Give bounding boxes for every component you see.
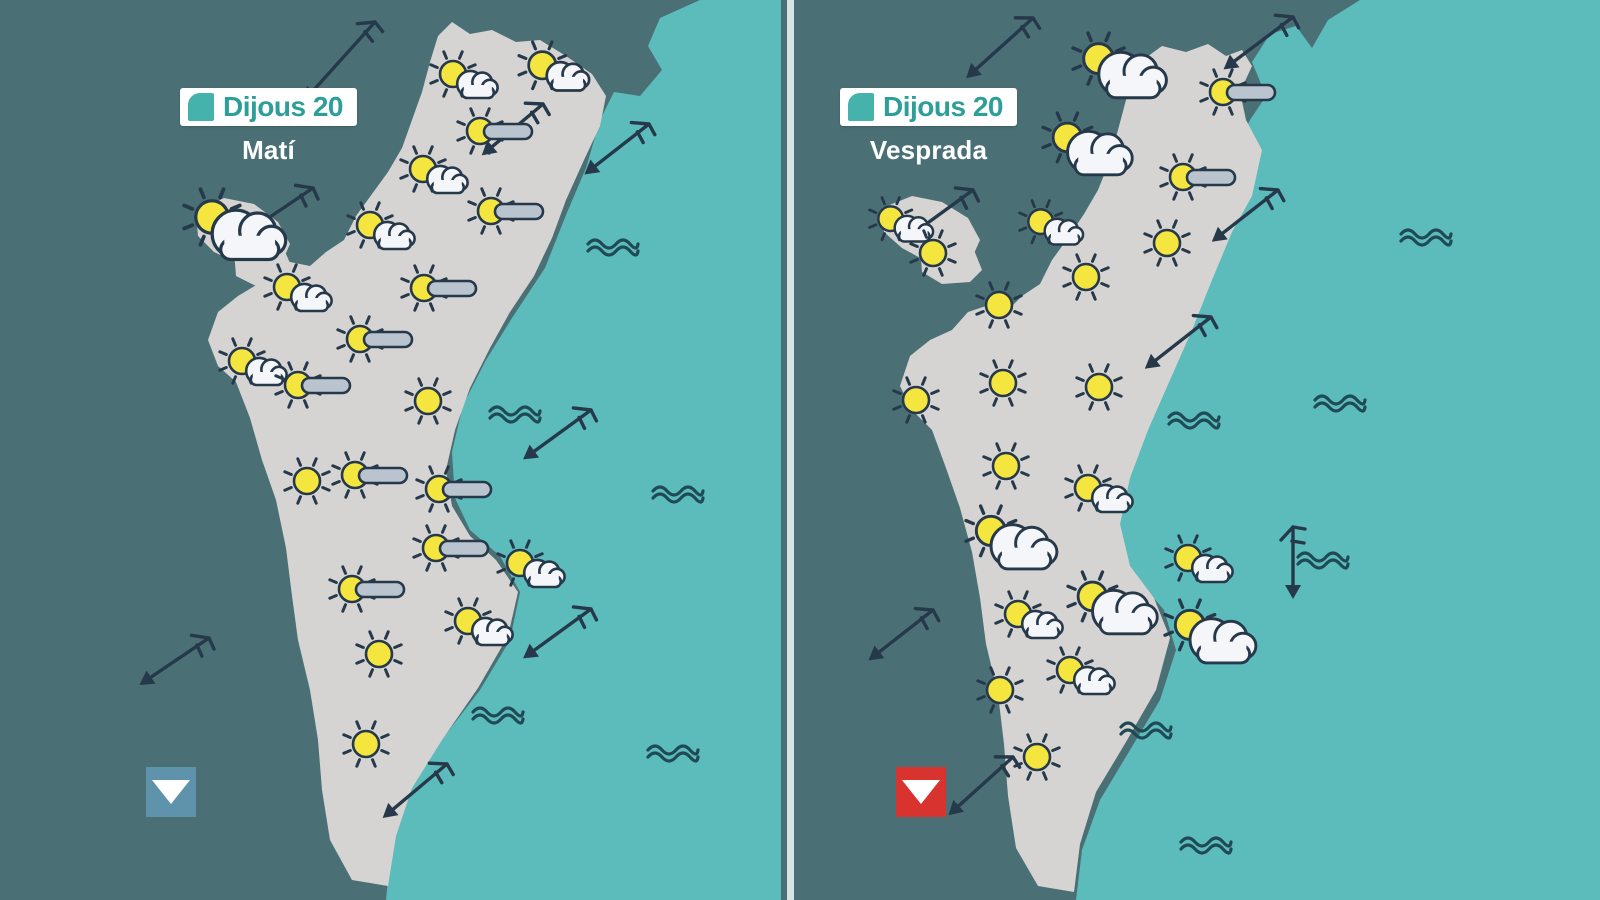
temperature-down-badge-red[interactable] bbox=[896, 767, 946, 817]
wind-barb-arrow-icon bbox=[1223, 5, 1316, 116]
clear-sun-icon[interactable] bbox=[975, 355, 1031, 411]
sun-behind-small-cloud-icon[interactable] bbox=[866, 194, 935, 249]
wind-barb-arrow-icon bbox=[523, 597, 614, 705]
sun-with-haze-bar-icon[interactable] bbox=[272, 357, 358, 413]
panel-header-afternoon: Dijous 20 Vesprada bbox=[840, 88, 1017, 166]
sea-wave-icon bbox=[1295, 545, 1351, 570]
sun-behind-large-cloud-icon[interactable] bbox=[182, 187, 290, 267]
down-triangle-icon bbox=[902, 780, 940, 804]
sea-wave-icon bbox=[470, 700, 526, 725]
clear-sun-icon[interactable] bbox=[978, 438, 1034, 494]
clear-sun-icon[interactable] bbox=[1009, 729, 1065, 785]
clear-sun-icon[interactable] bbox=[1071, 359, 1127, 415]
sun-behind-large-cloud-icon[interactable] bbox=[964, 504, 1060, 576]
land-shape bbox=[208, 22, 606, 886]
day-badge: Dijous 20 bbox=[840, 88, 1017, 126]
clear-sun-icon[interactable] bbox=[905, 225, 961, 281]
sun-with-haze-bar-icon[interactable] bbox=[1157, 149, 1243, 205]
day-label: Dijous 20 bbox=[223, 91, 343, 122]
panel-morning: Dijous 20 Matí bbox=[0, 0, 781, 900]
sun-behind-small-cloud-icon[interactable] bbox=[515, 38, 591, 99]
sun-behind-large-cloud-icon[interactable] bbox=[1163, 598, 1259, 670]
sun-behind-small-cloud-icon[interactable] bbox=[1062, 462, 1134, 520]
sun-behind-large-cloud-icon[interactable] bbox=[1066, 570, 1161, 640]
sun-with-haze-bar-icon[interactable] bbox=[1197, 64, 1283, 120]
sun-behind-small-cloud-icon[interactable] bbox=[1016, 197, 1085, 252]
clear-sun-icon[interactable] bbox=[888, 372, 944, 428]
day-label: Dijous 20 bbox=[883, 91, 1003, 122]
wind-barb-arrow-icon bbox=[966, 6, 1056, 120]
sea-wave-icon bbox=[585, 232, 641, 257]
sun-with-haze-bar-icon[interactable] bbox=[410, 520, 496, 576]
day-badge: Dijous 20 bbox=[180, 88, 357, 126]
wind-barb-arrow-icon bbox=[139, 626, 232, 734]
sea-wave-icon bbox=[645, 738, 701, 763]
sun-behind-small-cloud-icon[interactable] bbox=[1162, 532, 1234, 590]
sun-with-haze-bar-icon[interactable] bbox=[329, 447, 415, 503]
sea-wave-icon bbox=[1178, 830, 1234, 855]
clear-sun-icon[interactable] bbox=[971, 277, 1027, 333]
quarter-disc-logo-icon bbox=[848, 93, 874, 121]
clear-sun-icon[interactable] bbox=[279, 453, 335, 509]
sun-with-haze-bar-icon[interactable] bbox=[413, 461, 499, 517]
sun-behind-small-cloud-icon[interactable] bbox=[261, 261, 333, 319]
wind-barb-arrow-icon bbox=[584, 112, 672, 218]
clear-sun-icon[interactable] bbox=[338, 716, 394, 772]
panel-afternoon: Dijous 20 Vesprada bbox=[800, 0, 1600, 900]
sun-with-haze-bar-icon[interactable] bbox=[326, 561, 412, 617]
down-triangle-icon bbox=[152, 780, 190, 804]
quarter-disc-logo-icon bbox=[188, 93, 214, 121]
clear-sun-icon[interactable] bbox=[972, 662, 1028, 718]
map-morning bbox=[0, 0, 781, 900]
sun-behind-small-cloud-icon[interactable] bbox=[442, 595, 514, 653]
sea-wave-icon bbox=[1312, 388, 1368, 413]
sun-behind-small-cloud-icon[interactable] bbox=[397, 143, 469, 201]
sun-with-haze-bar-icon[interactable] bbox=[454, 103, 540, 159]
sea-wave-icon bbox=[650, 479, 706, 504]
wind-barb-arrow-icon bbox=[1211, 178, 1301, 286]
sun-with-haze-bar-icon[interactable] bbox=[465, 183, 551, 239]
wind-barb-arrow-icon bbox=[523, 398, 614, 506]
wind-barb-arrow-icon bbox=[1144, 305, 1234, 413]
sea-wave-icon bbox=[1166, 405, 1222, 430]
clear-sun-icon[interactable] bbox=[400, 373, 456, 429]
temperature-down-badge-blue[interactable] bbox=[146, 767, 196, 817]
clear-sun-icon[interactable] bbox=[351, 626, 407, 682]
sun-behind-small-cloud-icon[interactable] bbox=[494, 537, 566, 595]
wind-barb-arrow-icon bbox=[382, 752, 470, 860]
period-label: Matí bbox=[242, 135, 295, 165]
sea-shape bbox=[386, 0, 781, 900]
sea-shape bbox=[1076, 0, 1600, 900]
clear-sun-icon[interactable] bbox=[1058, 249, 1114, 305]
period-label: Vesprada bbox=[869, 135, 988, 165]
divider-line bbox=[787, 0, 794, 900]
sea-wave-icon bbox=[487, 399, 543, 424]
panel-header-morning: Dijous 20 Matí bbox=[180, 88, 357, 166]
sun-behind-small-cloud-icon[interactable] bbox=[427, 48, 499, 106]
wind-barb-arrow-icon bbox=[1270, 515, 1316, 611]
sea-wave-icon bbox=[1118, 715, 1174, 740]
sun-behind-large-cloud-icon[interactable] bbox=[1041, 111, 1136, 181]
panel-divider bbox=[781, 0, 800, 900]
sun-behind-small-cloud-icon[interactable] bbox=[216, 335, 288, 393]
sun-with-haze-bar-icon[interactable] bbox=[334, 311, 420, 367]
sea-wave-icon bbox=[1398, 222, 1454, 247]
wind-barb-arrow-icon bbox=[303, 10, 398, 141]
sun-behind-small-cloud-icon[interactable] bbox=[1044, 644, 1116, 702]
sun-behind-small-cloud-icon[interactable] bbox=[992, 588, 1064, 646]
sun-behind-small-cloud-icon[interactable] bbox=[344, 199, 416, 257]
wind-barb-arrow-icon bbox=[868, 598, 956, 704]
clear-sun-icon[interactable] bbox=[1139, 215, 1195, 271]
sun-behind-large-cloud-icon[interactable] bbox=[1070, 31, 1170, 105]
sun-with-haze-bar-icon[interactable] bbox=[398, 260, 484, 316]
